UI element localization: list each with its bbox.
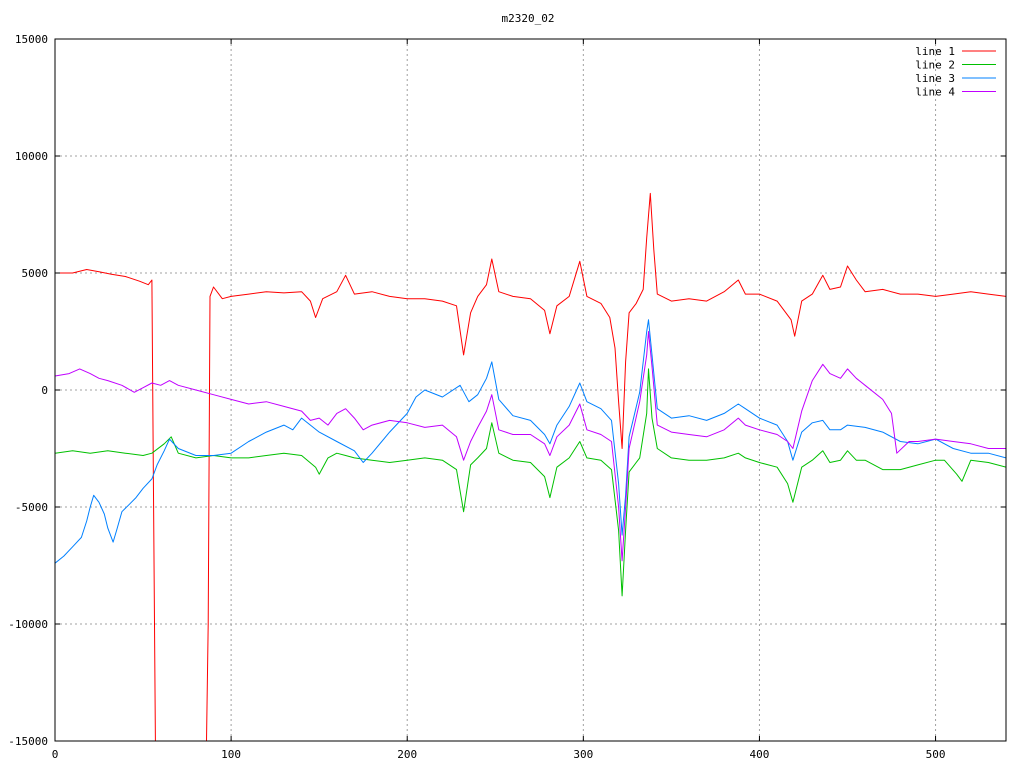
chart-title: m2320_02 (502, 12, 555, 25)
x-tick-label: 0 (52, 748, 59, 761)
x-tick-label: 400 (750, 748, 770, 761)
x-tick-label: 500 (926, 748, 946, 761)
y-tick-label: 5000 (22, 267, 49, 280)
legend-label-4: line 4 (915, 86, 955, 99)
grid (55, 39, 1006, 741)
series-line-2 (55, 368, 1006, 597)
x-tick-label: 100 (221, 748, 241, 761)
series-line-4 (55, 331, 1006, 562)
legend-label-2: line 2 (915, 59, 955, 72)
y-tick-label: -15000 (8, 735, 48, 748)
series-group (55, 192, 1006, 741)
y-tick-label: 0 (41, 384, 48, 397)
y-tick-label: -10000 (8, 618, 48, 631)
y-tick-label: -5000 (15, 501, 48, 514)
x-tick-label: 200 (397, 748, 417, 761)
legend-label-1: line 1 (915, 45, 955, 58)
series-line-3 (55, 319, 1006, 564)
y-tick-label: 15000 (15, 33, 48, 46)
axis-ticks: 0 100 200 300 400 500 -15000 -10000 -5000 0 5000 10… (8, 33, 1006, 761)
legend-label-3: line 3 (915, 72, 955, 85)
x-tick-label: 300 (573, 748, 593, 761)
series-line-1 (55, 192, 1006, 741)
y-tick-label: 10000 (15, 150, 48, 163)
